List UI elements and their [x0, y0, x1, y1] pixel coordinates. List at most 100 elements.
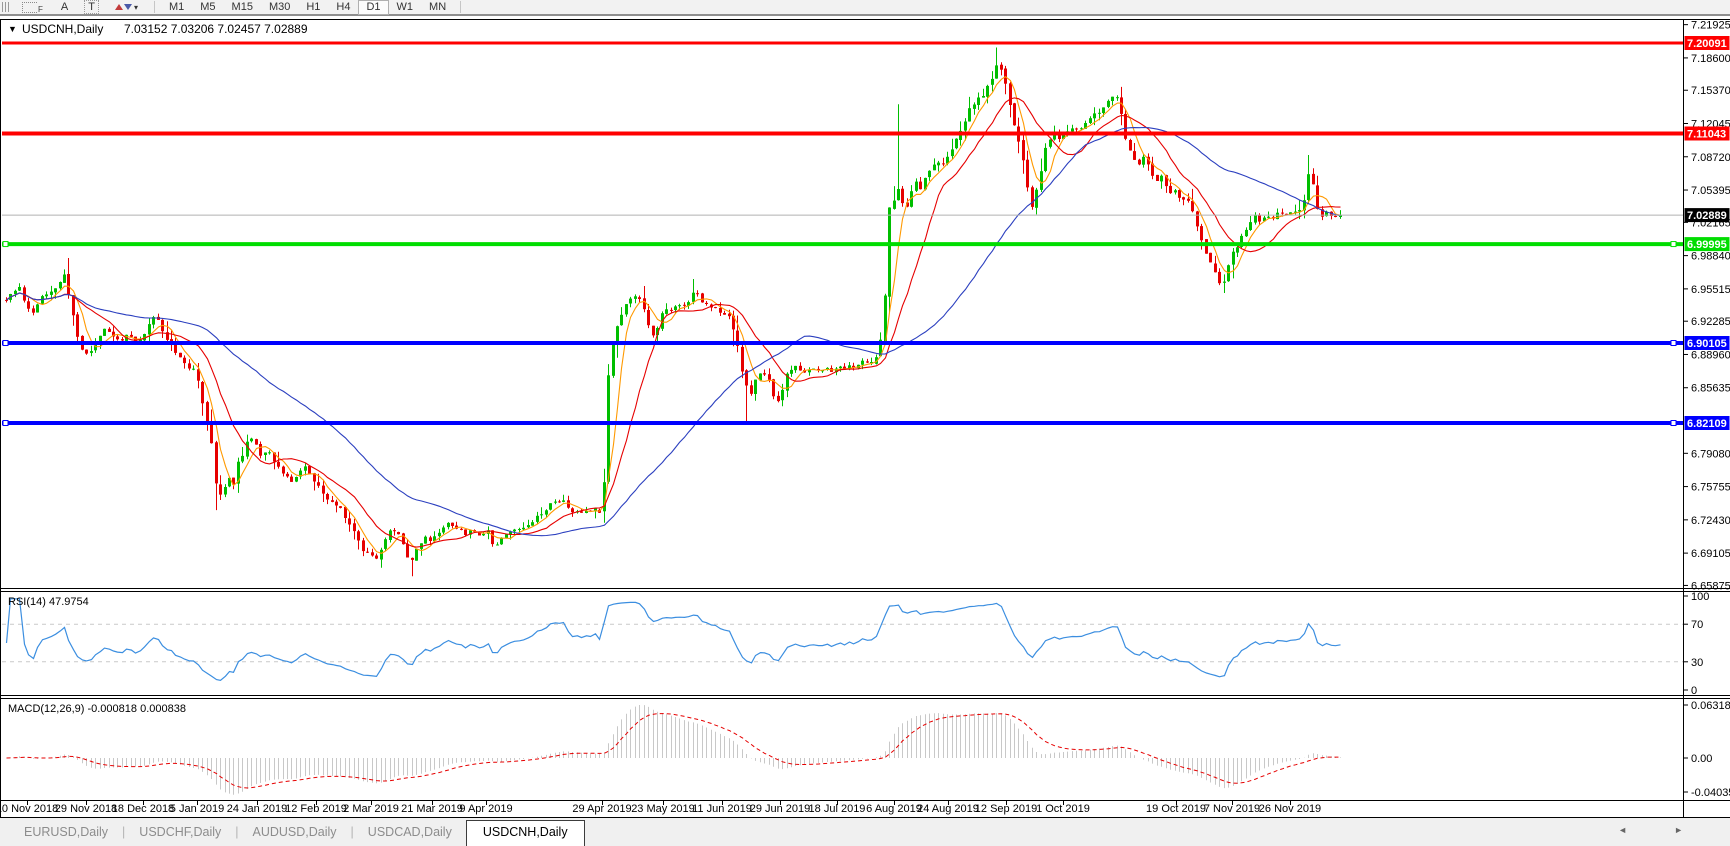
arrow-up-icon [114, 4, 123, 10]
timeframe-button-m5[interactable]: M5 [200, 0, 216, 13]
timeframe-button-h1[interactable]: H1 [306, 0, 321, 13]
y-axis-tick-label: 6.88960 [1691, 350, 1730, 362]
text-label-tool-button[interactable]: T [76, 0, 107, 15]
y-axis-tick-label: 6.79080 [1691, 448, 1730, 460]
macd-axis-label: 0.00 [1691, 753, 1712, 765]
chart-title-symbol: USDCNH,Daily [22, 22, 103, 36]
toolbar-separator [153, 1, 155, 13]
hline-price-tag [1684, 237, 1730, 252]
chart-canvas[interactable]: 7.219257.186007.153707.120457.087207.053… [0, 16, 1730, 818]
line-selection-handle[interactable] [2, 340, 9, 347]
hline-price-tag [1684, 36, 1730, 50]
f-subscript-label: F [38, 4, 43, 14]
line-selection-handle[interactable] [1670, 340, 1677, 347]
hline-price-tag [1684, 336, 1730, 350]
y-axis-tick-label: 6.92285 [1691, 316, 1730, 328]
date-label: 29 Apr 2019 [572, 803, 631, 815]
date-label: 29 Jun 2019 [750, 803, 811, 815]
ma-line-slow [6, 126, 1341, 537]
date-label: 18 Jul 2019 [809, 803, 866, 815]
y-axis-tick-label: 7.08720 [1691, 152, 1730, 164]
current-price-tag-label: 7.02889 [1687, 210, 1727, 222]
toolbar-grip-icon[interactable] [2, 2, 10, 12]
date-label: 10 Nov 2018 [0, 803, 58, 815]
hline-price-tag [1684, 126, 1730, 141]
hline-price-tag-label: 7.20091 [1687, 38, 1727, 50]
rsi-line [5, 598, 1341, 681]
macd-panel[interactable] [2, 699, 1683, 800]
rsi-axis-label: 70 [1691, 619, 1703, 631]
line-selection-handle[interactable] [2, 241, 9, 248]
date-label: 9 Apr 2019 [459, 803, 512, 815]
line-selection-handle[interactable] [2, 420, 9, 427]
timeframe-button-m1[interactable]: M1 [168, 0, 185, 13]
text-tool-button[interactable]: A [60, 0, 69, 13]
chart-toolbar: F A T ▾ M1 M5 M15 M30 H1 H4 D1 W1 MN [0, 0, 1730, 16]
main-chart-panel[interactable] [2, 20, 1683, 588]
timeframe-button-mn[interactable]: MN [429, 0, 447, 13]
y-axis-tick-label: 6.95515 [1691, 284, 1730, 296]
y-axis-tick-label: 7.05395 [1691, 185, 1730, 197]
date-label: 29 Nov 2018 [55, 803, 117, 815]
y-axis-tick-label: 6.69105 [1691, 548, 1730, 560]
rsi-indicator-label: RSI(14) 47.9754 [8, 596, 89, 608]
y-axis-tick-label: 6.65875 [1691, 580, 1730, 592]
date-label: 7 Nov 2019 [1204, 803, 1260, 815]
arrow-down-icon [123, 4, 132, 10]
chart-tab-eurusd[interactable]: EURUSD,Daily [24, 825, 109, 839]
date-label: 12 Feb 2019 [285, 803, 347, 815]
line-selection-handle[interactable] [1670, 420, 1677, 427]
hline-price-tag-label: 6.99995 [1687, 239, 1727, 251]
chart-tab-audusd[interactable]: AUDUSD,Daily [252, 825, 337, 839]
hline-price-tag-label: 6.82109 [1687, 418, 1727, 430]
timeframe-button-d1[interactable]: D1 [358, 0, 389, 15]
date-label: 1 Oct 2019 [1036, 803, 1090, 815]
current-price-tag [1684, 208, 1730, 223]
macd-axis-label: 0.063184 [1691, 700, 1730, 712]
tab-separator: | [350, 825, 354, 839]
date-label: 6 Aug 2019 [866, 803, 922, 815]
date-label: 2 Mar 2019 [343, 803, 399, 815]
tab-scroll-left-button[interactable]: ◄ [1618, 825, 1627, 835]
period-separators-button[interactable]: F [14, 0, 51, 15]
timeframe-button-h4[interactable]: H4 [336, 0, 351, 13]
date-label: 24 Aug 2019 [917, 803, 979, 815]
timeframe-button-m15[interactable]: M15 [231, 0, 253, 13]
macd-axis-label: -0.040355 [1691, 787, 1730, 799]
chart-tab-usdchf[interactable]: USDCHF,Daily [139, 825, 222, 839]
line-selection-handle[interactable] [1670, 241, 1677, 248]
chart-tab-usdcnh[interactable]: USDCNH,Daily [465, 820, 585, 846]
text-label-icon: T [84, 0, 99, 14]
date-label: 26 Nov 2019 [1259, 803, 1321, 815]
date-label: 23 May 2019 [631, 803, 695, 815]
dropdown-caret-icon: ▾ [133, 2, 138, 12]
hline-price-tag [1684, 416, 1730, 430]
ma-line-medium [6, 97, 1341, 548]
y-axis-tick-label: 7.18600 [1691, 53, 1730, 65]
y-axis-tick-label: 6.75755 [1691, 482, 1730, 494]
tab-scroll-right-button[interactable]: ► [1674, 825, 1683, 835]
rsi-axis-label: 100 [1691, 591, 1709, 603]
chart-tab-bar: EURUSD,Daily | USDCHF,Daily | AUDUSD,Daily | U… [0, 818, 1730, 846]
macd-indicator-label: MACD(12,26,9) -0.000818 0.000838 [8, 703, 186, 715]
date-label: 5 Jan 2019 [170, 803, 224, 815]
rsi-axis-label: 30 [1691, 657, 1703, 669]
date-label: 21 Mar 2019 [401, 803, 463, 815]
y-axis-tick-label: 6.98840 [1691, 251, 1730, 263]
timeframe-button-w1[interactable]: W1 [396, 0, 414, 13]
hline-price-tag-label: 7.11043 [1687, 129, 1726, 141]
y-axis-tick-label: 7.21925 [1691, 20, 1730, 32]
date-label: 18 Dec 2018 [112, 803, 174, 815]
chart-title-ohlc: 7.03152 7.03206 7.02457 7.02889 [124, 22, 308, 36]
date-label: 12 Sep 2019 [975, 803, 1037, 815]
date-label: 11 Jun 2019 [692, 803, 752, 815]
rsi-axis-label: 0 [1691, 685, 1697, 697]
y-axis-tick-label: 6.72430 [1691, 515, 1730, 527]
timeframe-button-m30[interactable]: M30 [268, 0, 291, 13]
y-axis-tick-label: 7.15370 [1691, 85, 1730, 97]
chart-tab-usdcad[interactable]: USDCAD,Daily [367, 825, 452, 839]
date-label: 24 Jan 2019 [227, 803, 288, 815]
chart-menu-caret-icon[interactable]: ▼ [8, 24, 17, 34]
arrows-tool-button[interactable]: ▾ [107, 0, 146, 15]
